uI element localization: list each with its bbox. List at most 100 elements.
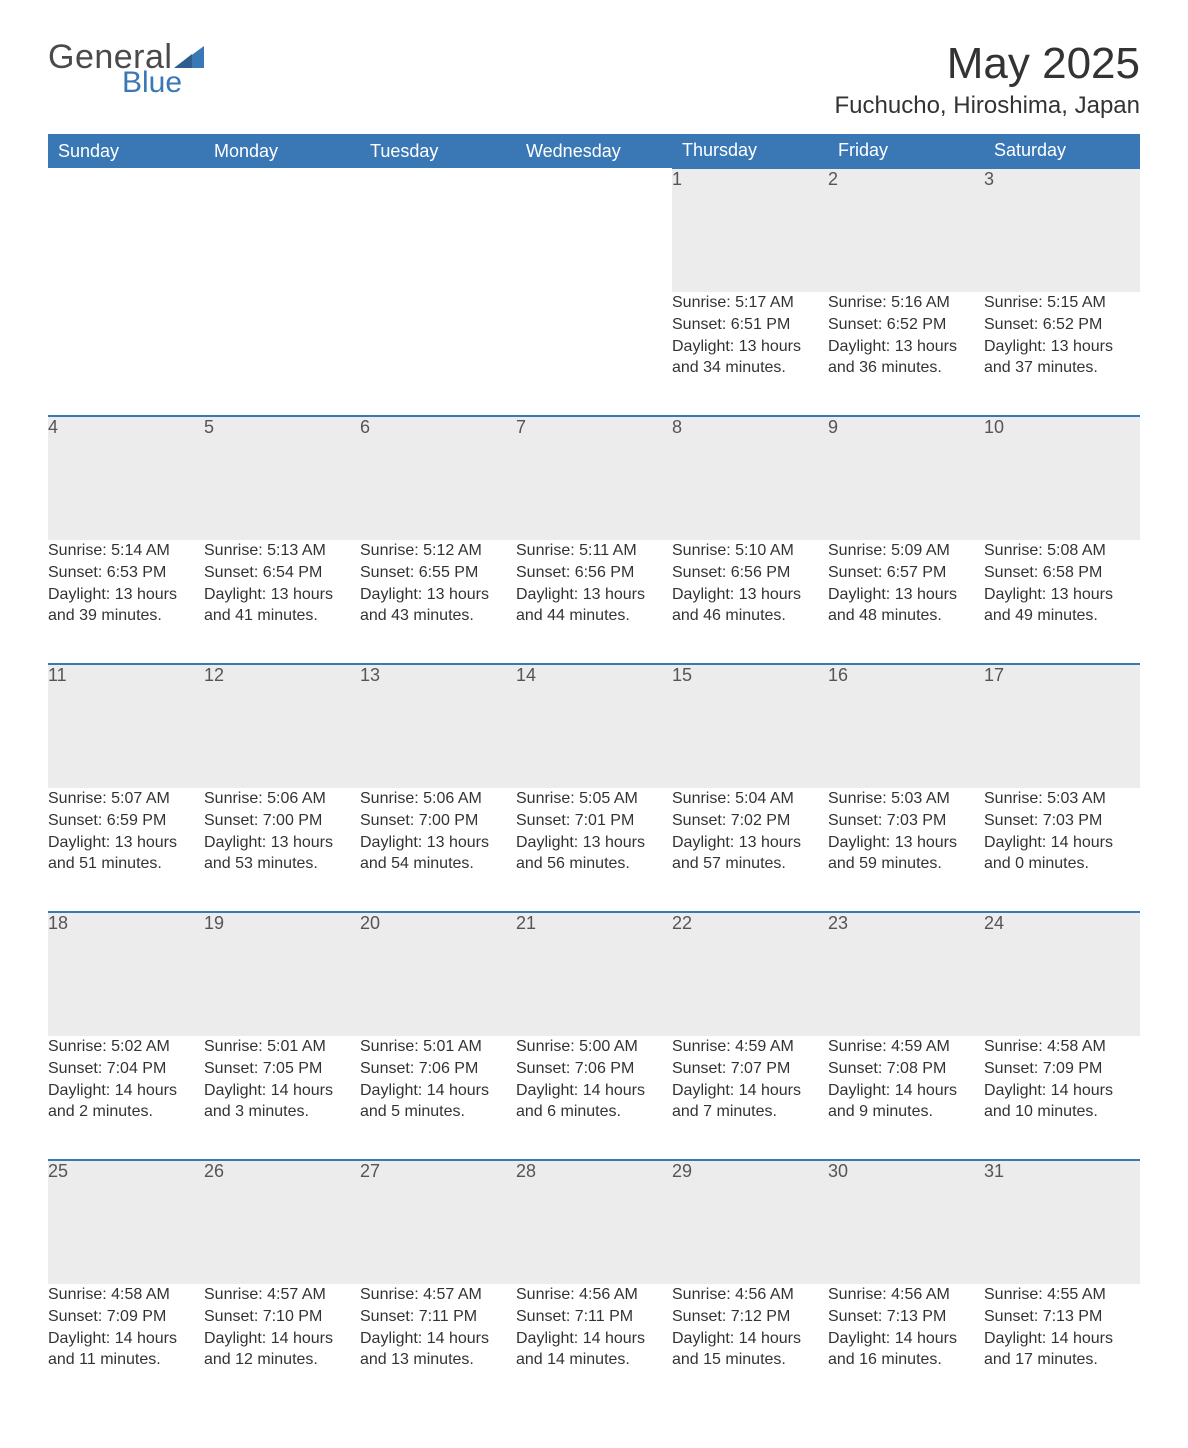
sunset-line: Sunset: 7:12 PM — [672, 1306, 828, 1328]
day-number: 27 — [360, 1160, 516, 1284]
day-number: 10 — [984, 416, 1140, 540]
sunrise-line: Sunrise: 4:59 AM — [672, 1036, 828, 1058]
daylight-line: Daylight: 13 hours and 46 minutes. — [672, 584, 828, 627]
month-title: May 2025 — [835, 40, 1140, 88]
day-details: Sunrise: 4:55 AMSunset: 7:13 PMDaylight:… — [984, 1284, 1140, 1408]
day-details: Sunrise: 4:56 AMSunset: 7:12 PMDaylight:… — [672, 1284, 828, 1408]
sunrise-line: Sunrise: 5:11 AM — [516, 540, 672, 562]
empty-cell — [204, 292, 360, 416]
daylight-line: Daylight: 13 hours and 34 minutes. — [672, 336, 828, 379]
day-details: Sunrise: 5:13 AMSunset: 6:54 PMDaylight:… — [204, 540, 360, 664]
daylight-line: Daylight: 14 hours and 0 minutes. — [984, 832, 1140, 875]
sunset-line: Sunset: 6:56 PM — [672, 562, 828, 584]
sunset-line: Sunset: 7:09 PM — [984, 1058, 1140, 1080]
brand-word-2: Blue — [122, 68, 204, 98]
day-details: Sunrise: 4:56 AMSunset: 7:11 PMDaylight:… — [516, 1284, 672, 1408]
title-block: May 2025 Fuchucho, Hiroshima, Japan — [835, 40, 1140, 120]
daylight-line: Daylight: 14 hours and 17 minutes. — [984, 1328, 1140, 1371]
day-details: Sunrise: 4:57 AMSunset: 7:11 PMDaylight:… — [360, 1284, 516, 1408]
daylight-line: Daylight: 13 hours and 48 minutes. — [828, 584, 984, 627]
day-number: 11 — [48, 664, 204, 788]
sunset-line: Sunset: 6:59 PM — [48, 810, 204, 832]
sunset-line: Sunset: 6:56 PM — [516, 562, 672, 584]
day-number: 5 — [204, 416, 360, 540]
daylight-line: Daylight: 13 hours and 53 minutes. — [204, 832, 360, 875]
sunset-line: Sunset: 7:05 PM — [204, 1058, 360, 1080]
day-number: 18 — [48, 912, 204, 1036]
sunset-line: Sunset: 7:07 PM — [672, 1058, 828, 1080]
day-details: Sunrise: 5:10 AMSunset: 6:56 PMDaylight:… — [672, 540, 828, 664]
sunrise-line: Sunrise: 5:15 AM — [984, 292, 1140, 314]
day-details: Sunrise: 5:11 AMSunset: 6:56 PMDaylight:… — [516, 540, 672, 664]
sunrise-line: Sunrise: 4:55 AM — [984, 1284, 1140, 1306]
day-number: 31 — [984, 1160, 1140, 1284]
weekday-header: Tuesday — [360, 134, 516, 168]
daylight-line: Daylight: 13 hours and 51 minutes. — [48, 832, 204, 875]
sunset-line: Sunset: 7:03 PM — [828, 810, 984, 832]
sunrise-line: Sunrise: 4:56 AM — [516, 1284, 672, 1306]
daylight-line: Daylight: 14 hours and 13 minutes. — [360, 1328, 516, 1371]
sunrise-line: Sunrise: 5:04 AM — [672, 788, 828, 810]
day-number: 25 — [48, 1160, 204, 1284]
daylight-line: Daylight: 13 hours and 57 minutes. — [672, 832, 828, 875]
sunset-line: Sunset: 7:03 PM — [984, 810, 1140, 832]
day-details: Sunrise: 5:01 AMSunset: 7:05 PMDaylight:… — [204, 1036, 360, 1160]
daylight-line: Daylight: 14 hours and 3 minutes. — [204, 1080, 360, 1123]
day-body-row: Sunrise: 5:17 AMSunset: 6:51 PMDaylight:… — [48, 292, 1140, 416]
daylight-line: Daylight: 14 hours and 7 minutes. — [672, 1080, 828, 1123]
sunrise-line: Sunrise: 5:10 AM — [672, 540, 828, 562]
sunset-line: Sunset: 6:51 PM — [672, 314, 828, 336]
daylight-line: Daylight: 14 hours and 10 minutes. — [984, 1080, 1140, 1123]
daylight-line: Daylight: 13 hours and 41 minutes. — [204, 584, 360, 627]
sunrise-line: Sunrise: 5:00 AM — [516, 1036, 672, 1058]
weekday-header: Monday — [204, 134, 360, 168]
day-details: Sunrise: 5:15 AMSunset: 6:52 PMDaylight:… — [984, 292, 1140, 416]
day-details: Sunrise: 5:14 AMSunset: 6:53 PMDaylight:… — [48, 540, 204, 664]
sunrise-line: Sunrise: 5:06 AM — [360, 788, 516, 810]
day-details: Sunrise: 5:02 AMSunset: 7:04 PMDaylight:… — [48, 1036, 204, 1160]
day-details: Sunrise: 4:56 AMSunset: 7:13 PMDaylight:… — [828, 1284, 984, 1408]
empty-cell — [360, 292, 516, 416]
day-body-row: Sunrise: 5:02 AMSunset: 7:04 PMDaylight:… — [48, 1036, 1140, 1160]
day-body-row: Sunrise: 5:07 AMSunset: 6:59 PMDaylight:… — [48, 788, 1140, 912]
sunset-line: Sunset: 7:13 PM — [984, 1306, 1140, 1328]
day-number: 1 — [672, 168, 828, 292]
sunrise-line: Sunrise: 5:17 AM — [672, 292, 828, 314]
day-number: 9 — [828, 416, 984, 540]
sunrise-line: Sunrise: 5:07 AM — [48, 788, 204, 810]
day-details: Sunrise: 5:09 AMSunset: 6:57 PMDaylight:… — [828, 540, 984, 664]
sunset-line: Sunset: 6:53 PM — [48, 562, 204, 584]
day-number: 24 — [984, 912, 1140, 1036]
sunset-line: Sunset: 6:57 PM — [828, 562, 984, 584]
day-number-row: 11121314151617 — [48, 664, 1140, 788]
sunset-line: Sunset: 7:04 PM — [48, 1058, 204, 1080]
day-details: Sunrise: 5:06 AMSunset: 7:00 PMDaylight:… — [204, 788, 360, 912]
day-details: Sunrise: 5:08 AMSunset: 6:58 PMDaylight:… — [984, 540, 1140, 664]
day-body-row: Sunrise: 5:14 AMSunset: 6:53 PMDaylight:… — [48, 540, 1140, 664]
empty-cell — [48, 168, 204, 292]
day-number: 13 — [360, 664, 516, 788]
day-details: Sunrise: 5:17 AMSunset: 6:51 PMDaylight:… — [672, 292, 828, 416]
sunrise-line: Sunrise: 5:06 AM — [204, 788, 360, 810]
daylight-line: Daylight: 14 hours and 15 minutes. — [672, 1328, 828, 1371]
day-details: Sunrise: 5:05 AMSunset: 7:01 PMDaylight:… — [516, 788, 672, 912]
sunrise-line: Sunrise: 4:56 AM — [672, 1284, 828, 1306]
day-number: 26 — [204, 1160, 360, 1284]
sunset-line: Sunset: 7:11 PM — [360, 1306, 516, 1328]
day-details: Sunrise: 5:06 AMSunset: 7:00 PMDaylight:… — [360, 788, 516, 912]
empty-cell — [204, 168, 360, 292]
day-number-row: 25262728293031 — [48, 1160, 1140, 1284]
daylight-line: Daylight: 13 hours and 54 minutes. — [360, 832, 516, 875]
day-number: 29 — [672, 1160, 828, 1284]
daylight-line: Daylight: 13 hours and 49 minutes. — [984, 584, 1140, 627]
day-number: 16 — [828, 664, 984, 788]
sunrise-line: Sunrise: 4:58 AM — [984, 1036, 1140, 1058]
daylight-line: Daylight: 14 hours and 12 minutes. — [204, 1328, 360, 1371]
day-number: 12 — [204, 664, 360, 788]
day-details: Sunrise: 5:00 AMSunset: 7:06 PMDaylight:… — [516, 1036, 672, 1160]
sunset-line: Sunset: 7:01 PM — [516, 810, 672, 832]
day-number: 17 — [984, 664, 1140, 788]
daylight-line: Daylight: 13 hours and 59 minutes. — [828, 832, 984, 875]
empty-cell — [48, 292, 204, 416]
daylight-line: Daylight: 14 hours and 16 minutes. — [828, 1328, 984, 1371]
